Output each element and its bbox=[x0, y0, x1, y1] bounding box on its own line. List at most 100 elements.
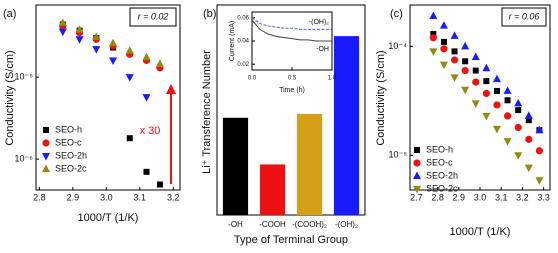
marker bbox=[156, 181, 163, 188]
legend-marker bbox=[42, 164, 50, 172]
marker bbox=[535, 177, 544, 185]
marker bbox=[439, 61, 448, 70]
legend-label: SEO-2c bbox=[55, 163, 87, 173]
x-tick-label: 2.8 bbox=[33, 192, 46, 202]
legend-label: SEO-2c bbox=[426, 183, 458, 193]
y-tick-label: 10⁻⁵ bbox=[389, 150, 408, 160]
x-tick-label: 3.1 bbox=[134, 192, 147, 202]
y-tick-label: 10⁻⁵ bbox=[15, 72, 34, 82]
marker bbox=[503, 112, 512, 120]
x-tick-label: 3.2 bbox=[167, 192, 180, 202]
series-label: -OH bbox=[316, 46, 329, 53]
marker bbox=[440, 38, 447, 45]
marker bbox=[492, 125, 501, 134]
annotation-box bbox=[129, 7, 177, 27]
x-tick-label: 1.0 bbox=[328, 76, 337, 82]
x-axis-label: 1000/T (1/K) bbox=[450, 226, 511, 238]
annotation: r = 0.06 bbox=[509, 11, 540, 21]
marker bbox=[472, 78, 480, 86]
marker bbox=[462, 58, 469, 65]
y-axis-label: Conductivity (S/cm) bbox=[375, 50, 387, 145]
marker bbox=[125, 74, 134, 82]
marker bbox=[472, 67, 479, 74]
x-tick-label: 2.9 bbox=[453, 192, 466, 202]
legend-marker bbox=[42, 139, 50, 147]
marker bbox=[483, 78, 490, 85]
marker bbox=[504, 97, 511, 104]
legend-label: SEO-h bbox=[55, 124, 82, 134]
x-tick-label: 2.9 bbox=[67, 192, 80, 202]
legend-label: SEO-2h bbox=[426, 170, 458, 180]
marker bbox=[155, 59, 164, 67]
x-tick-label: 3.1 bbox=[495, 192, 508, 202]
marker bbox=[493, 101, 501, 109]
bar bbox=[333, 36, 360, 215]
marker bbox=[515, 107, 522, 114]
x-tick-label: -(OH)₂ bbox=[335, 220, 358, 229]
marker bbox=[450, 56, 459, 64]
marker bbox=[471, 100, 480, 108]
marker bbox=[440, 45, 448, 53]
bar bbox=[222, 117, 249, 215]
x-axis-label: Type of Terminal Group bbox=[234, 234, 348, 246]
legend-marker bbox=[413, 171, 421, 179]
x-tick-label: -OH bbox=[228, 220, 243, 229]
marker bbox=[524, 111, 533, 119]
y-axis-label: Conductivity (S/cm) bbox=[4, 50, 16, 145]
marker bbox=[525, 117, 532, 124]
series-label: -(OH)₂ bbox=[309, 19, 329, 26]
marker bbox=[514, 152, 523, 160]
marker bbox=[142, 94, 151, 102]
legend-label: SEO-c bbox=[55, 137, 82, 147]
line bbox=[251, 17, 332, 30]
marker bbox=[429, 48, 438, 56]
marker bbox=[450, 31, 459, 39]
marker bbox=[125, 46, 134, 54]
x-tick-label: 3.0 bbox=[100, 192, 113, 202]
marker bbox=[482, 89, 490, 98]
arrow-head bbox=[166, 84, 176, 94]
annotation: x 30 bbox=[140, 125, 161, 137]
x-axis-label: 1000/T (1/K) bbox=[78, 212, 139, 224]
marker bbox=[514, 123, 522, 132]
x-tick-label: 3.0 bbox=[474, 192, 487, 202]
marker bbox=[503, 86, 512, 94]
legend-marker bbox=[413, 186, 421, 194]
x-tick-label: -(COOH)₂ bbox=[292, 220, 327, 229]
y-axis-label: Li⁺ Transference Number bbox=[201, 50, 213, 174]
inset-y-label: Current (mA) bbox=[229, 21, 236, 61]
marker bbox=[429, 34, 437, 42]
x-tick-label: 2.7 bbox=[410, 192, 423, 202]
annotation-box bbox=[501, 7, 547, 27]
legend-label: SEO-h bbox=[426, 144, 453, 154]
marker bbox=[450, 74, 459, 82]
marker bbox=[92, 46, 101, 54]
x-tick-label: 3.2 bbox=[516, 192, 529, 202]
panel-label: (c) bbox=[390, 8, 403, 20]
marker bbox=[58, 18, 67, 26]
marker bbox=[461, 86, 470, 95]
annotation: r = 0.02 bbox=[138, 11, 169, 21]
marker bbox=[109, 38, 118, 47]
marker bbox=[126, 135, 133, 142]
marker bbox=[493, 87, 500, 94]
marker bbox=[75, 36, 84, 44]
marker bbox=[524, 164, 533, 173]
plot-frame bbox=[216, 4, 366, 216]
marker bbox=[461, 41, 470, 50]
panel-label: (a) bbox=[3, 8, 16, 20]
y-tick-label: 0.04 bbox=[237, 39, 249, 45]
legend-marker bbox=[413, 159, 421, 167]
marker bbox=[492, 74, 501, 83]
x-tick-label: 3.3 bbox=[537, 192, 550, 202]
legend-label: SEO-c bbox=[426, 157, 453, 167]
marker bbox=[109, 57, 118, 65]
marker bbox=[503, 138, 512, 146]
legend-marker bbox=[414, 147, 420, 153]
marker bbox=[439, 21, 448, 29]
marker bbox=[58, 28, 67, 37]
line bbox=[251, 19, 332, 42]
marker bbox=[471, 52, 480, 60]
x-tick-label: 2.8 bbox=[431, 192, 444, 202]
